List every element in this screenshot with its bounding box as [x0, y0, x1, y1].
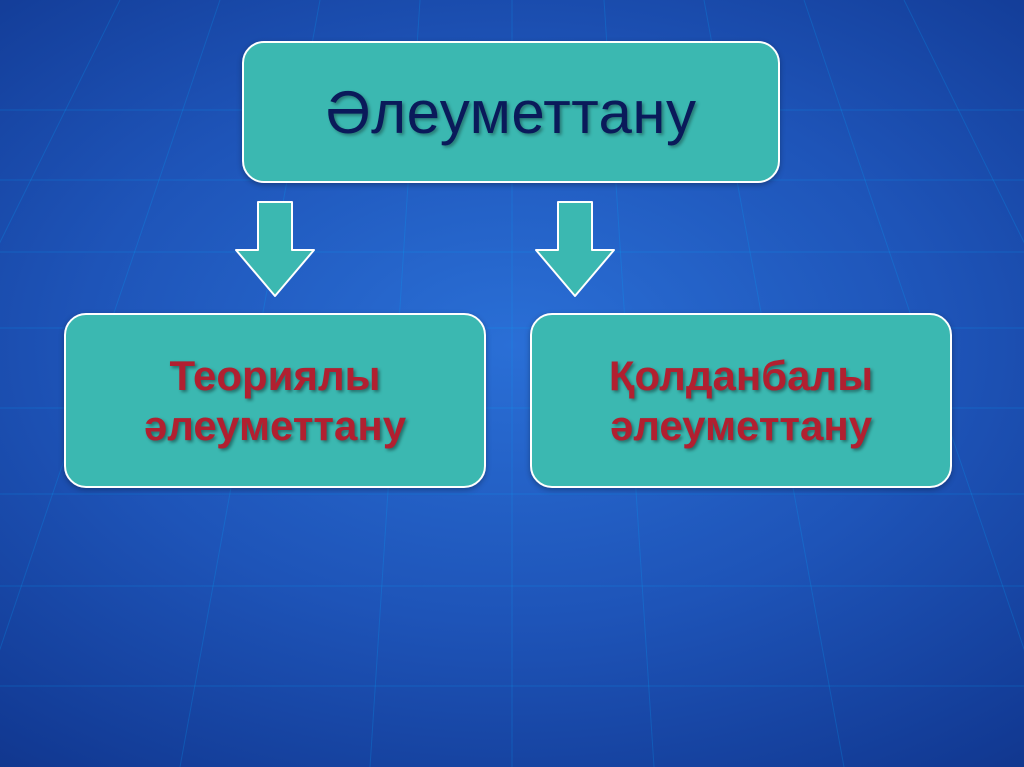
child-node-label: Теориялы әлеуметтану [86, 351, 464, 450]
child-node-right: Қолданбалы әлеуметтану [530, 313, 952, 488]
child-node-left: Теориялы әлеуметтану [64, 313, 486, 488]
arrow-down-icon [232, 200, 318, 298]
child-node-label: Қолданбалы әлеуметтану [552, 351, 930, 450]
arrow-down-icon [532, 200, 618, 298]
root-node-label: Әлеуметтану [325, 78, 696, 147]
root-node: Әлеуметтану [242, 41, 780, 183]
diagram-content: Әлеуметтану Теориялы әлеуметтану Қолданб… [0, 0, 1024, 767]
